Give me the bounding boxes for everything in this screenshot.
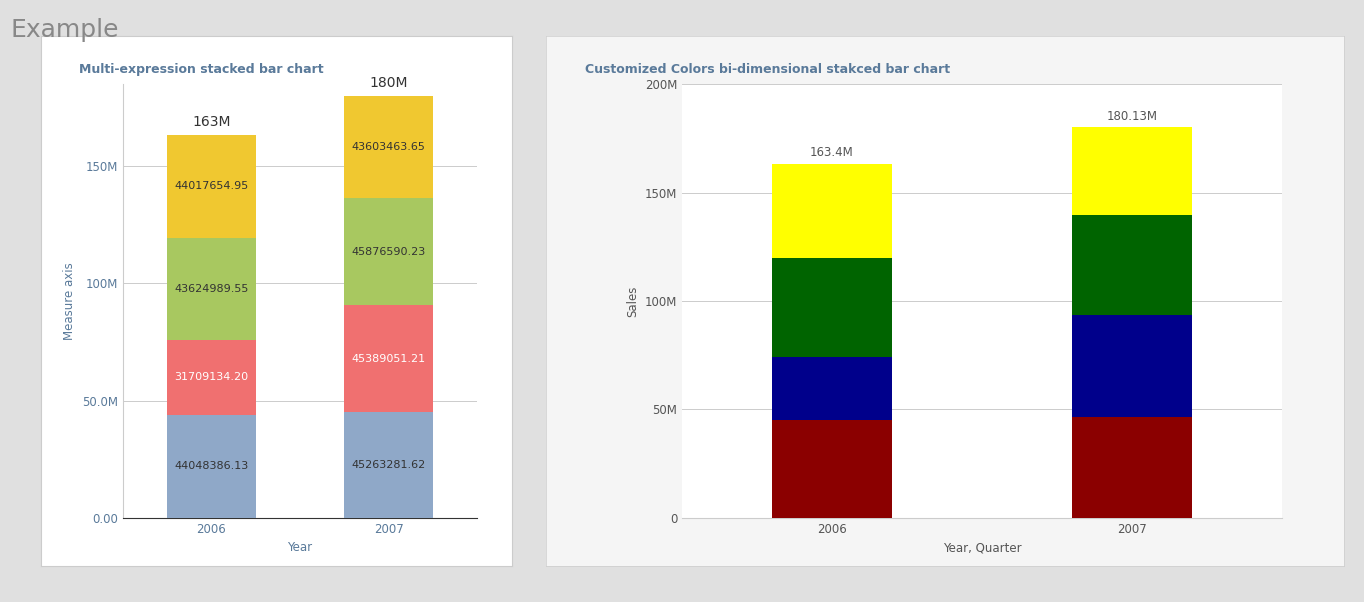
X-axis label: Year: Year bbox=[288, 541, 312, 554]
Bar bbox=[166, 340, 255, 415]
Text: 45263281.62: 45263281.62 bbox=[352, 460, 426, 470]
Text: 45389051.21: 45389051.21 bbox=[352, 353, 426, 364]
Text: Customized Colors bi-dimensional stakced bar chart: Customized Colors bi-dimensional stakced… bbox=[585, 63, 951, 76]
Text: 180.13M: 180.13M bbox=[1106, 110, 1158, 123]
Text: 45876590.23: 45876590.23 bbox=[352, 247, 426, 256]
Text: 31709134.20: 31709134.20 bbox=[175, 373, 248, 382]
Text: 43624989.55: 43624989.55 bbox=[175, 284, 248, 294]
Text: 43603463.65: 43603463.65 bbox=[352, 141, 426, 152]
Y-axis label: Measure axis: Measure axis bbox=[63, 262, 76, 340]
Bar bbox=[772, 164, 892, 258]
Text: 44017654.95: 44017654.95 bbox=[175, 181, 248, 191]
Text: Example: Example bbox=[11, 18, 120, 42]
Bar bbox=[344, 412, 432, 518]
X-axis label: Year, Quarter: Year, Quarter bbox=[943, 541, 1022, 554]
Bar bbox=[166, 135, 255, 238]
Text: 44048386.13: 44048386.13 bbox=[175, 461, 248, 471]
Text: 163.4M: 163.4M bbox=[810, 146, 854, 160]
Y-axis label: Sales: Sales bbox=[626, 285, 640, 317]
Bar bbox=[1072, 417, 1192, 518]
Bar bbox=[344, 198, 432, 305]
Bar bbox=[344, 305, 432, 412]
Bar bbox=[166, 415, 255, 518]
Bar bbox=[344, 96, 432, 198]
Text: 180M: 180M bbox=[370, 76, 408, 90]
Bar bbox=[1072, 216, 1192, 315]
Bar bbox=[166, 238, 255, 340]
Text: 163M: 163M bbox=[192, 115, 231, 129]
Bar bbox=[772, 420, 892, 518]
Bar bbox=[772, 358, 892, 420]
Bar bbox=[1072, 315, 1192, 417]
Bar bbox=[772, 258, 892, 358]
Text: Multi-expression stacked bar chart: Multi-expression stacked bar chart bbox=[79, 63, 323, 76]
Bar bbox=[1072, 128, 1192, 216]
